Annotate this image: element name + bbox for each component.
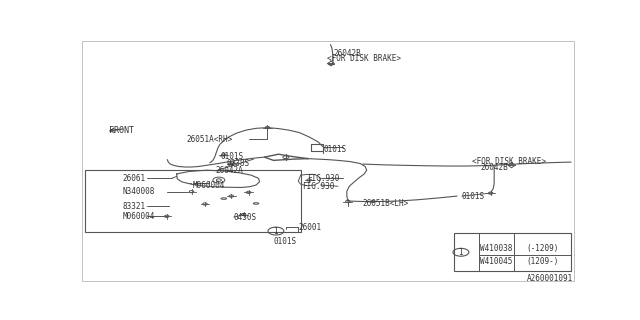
Text: 26042A: 26042A xyxy=(216,166,244,175)
Text: (1209-): (1209-) xyxy=(526,257,559,266)
Text: (-1209): (-1209) xyxy=(526,244,559,253)
Text: 0450S: 0450S xyxy=(234,212,257,221)
Text: A260001091: A260001091 xyxy=(527,274,573,283)
Text: FRONT: FRONT xyxy=(109,125,134,135)
Text: 26001: 26001 xyxy=(298,223,321,232)
Text: 0101S: 0101S xyxy=(462,192,485,201)
Text: 0101S: 0101S xyxy=(323,145,346,154)
Text: N340008: N340008 xyxy=(122,187,154,196)
Text: 83321: 83321 xyxy=(122,202,145,211)
Text: 26061: 26061 xyxy=(122,174,145,183)
Bar xyxy=(85,170,301,232)
Bar xyxy=(454,233,571,271)
Text: 0101S: 0101S xyxy=(220,152,243,161)
Text: W410038: W410038 xyxy=(481,244,513,253)
Text: 26042B: 26042B xyxy=(333,49,361,58)
Text: 1: 1 xyxy=(459,248,463,257)
Text: <FOR DISK BRAKE>: <FOR DISK BRAKE> xyxy=(326,54,401,63)
Text: W410045: W410045 xyxy=(481,257,513,266)
Text: M060004: M060004 xyxy=(193,180,225,189)
Text: <FOR DISK BRAKE>: <FOR DISK BRAKE> xyxy=(472,157,546,166)
Text: 0238S: 0238S xyxy=(227,159,250,168)
Text: 26051B<LH>: 26051B<LH> xyxy=(363,199,409,209)
Text: 26051A<RH>: 26051A<RH> xyxy=(187,135,233,144)
Text: 26042B: 26042B xyxy=(481,163,509,172)
Text: 1: 1 xyxy=(274,227,278,236)
Text: FIG.930: FIG.930 xyxy=(301,182,334,191)
Text: 0101S: 0101S xyxy=(273,237,296,246)
Text: FIG.930: FIG.930 xyxy=(307,174,340,183)
Text: M060004: M060004 xyxy=(122,212,154,221)
